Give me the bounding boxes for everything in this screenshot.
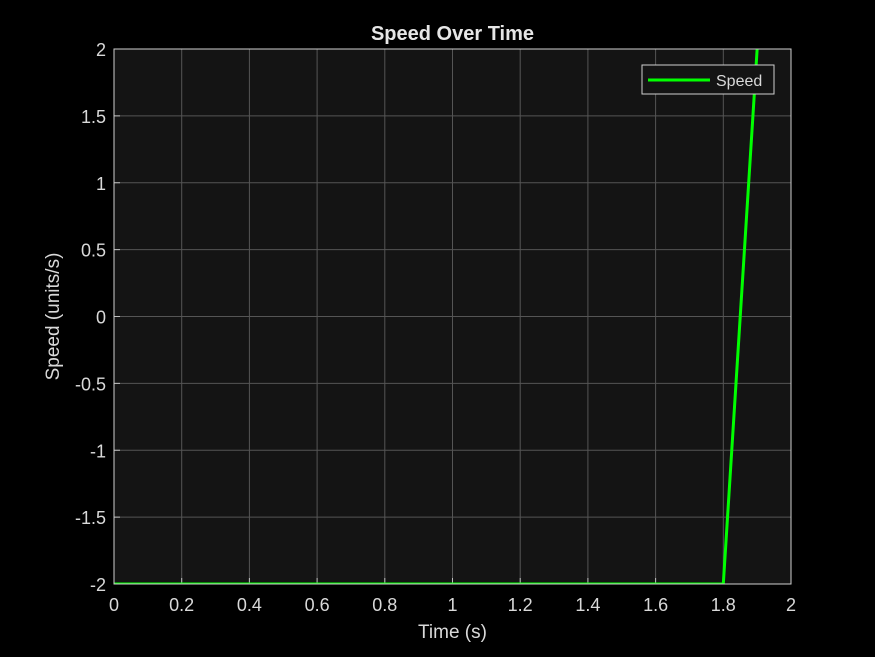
x-tick-label: 1.8 — [711, 595, 736, 615]
x-axis-title: Time (s) — [418, 622, 487, 643]
x-tick-label: 0.6 — [305, 595, 330, 615]
tick-labels: 0 0.2 0.4 0.6 0.8 1 1.2 1.4 1.6 1.8 2 2 1.5 1 0.5 0 -0.5… — [75, 40, 796, 615]
x-tick-label: 1.6 — [643, 595, 668, 615]
y-tick-label: 1 — [96, 174, 106, 194]
x-tick-label: 2 — [786, 595, 796, 615]
legend: Speed — [641, 64, 775, 95]
y-tick-label: 0 — [96, 308, 106, 328]
x-tick-label: 0.2 — [169, 595, 194, 615]
y-tick-label: -0.5 — [75, 374, 106, 394]
series-lines — [114, 49, 759, 584]
y-tick-label: -2 — [90, 575, 106, 595]
x-tick-label: 1.2 — [508, 595, 533, 615]
x-tick-label: 1.4 — [575, 595, 600, 615]
y-axis-title: Speed (units/s) — [43, 253, 64, 381]
y-tick-label: 2 — [96, 40, 106, 60]
legend-label: Speed — [716, 73, 762, 90]
x-tick-label: 1 — [447, 595, 457, 615]
x-tick-label: 0.4 — [237, 595, 262, 615]
grid-lines — [113, 48, 792, 585]
series-line-speed — [114, 49, 759, 584]
y-tick-label: 0.5 — [81, 241, 106, 261]
y-tick-label: 1.5 — [81, 107, 106, 127]
plot-frame — [113, 48, 792, 585]
x-tick-label: 0.8 — [372, 595, 397, 615]
y-tick-label: -1.5 — [75, 508, 106, 528]
y-tick-label: -1 — [90, 441, 106, 461]
chart-title: Speed Over Time — [371, 23, 534, 45]
x-tick-label: 0 — [109, 595, 119, 615]
